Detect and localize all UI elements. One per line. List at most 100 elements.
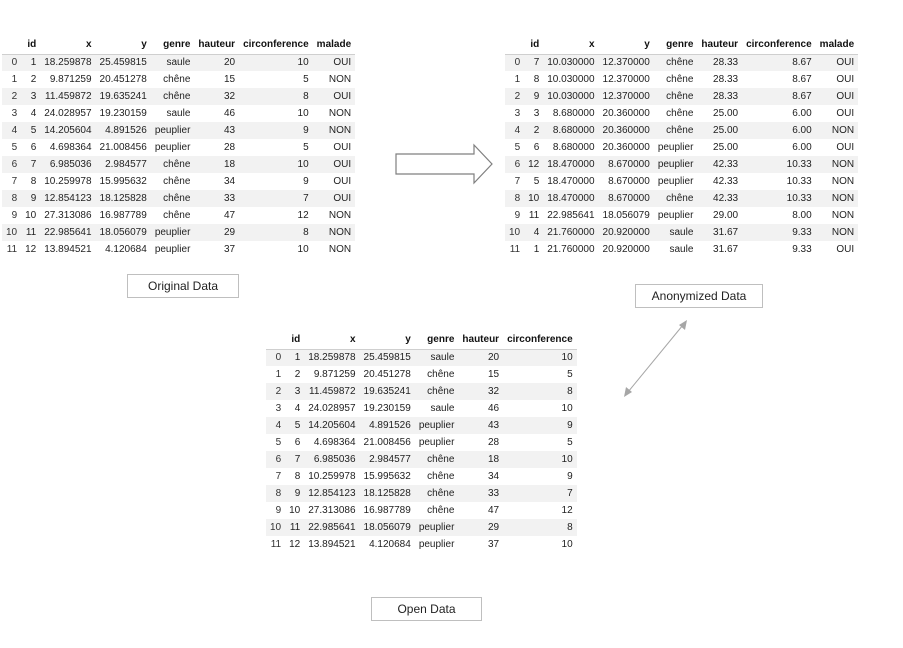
table-cell-malade: NON (815, 190, 859, 207)
table-cell-hauteur: 43 (194, 122, 240, 139)
table-cell-x: 18.470000 (543, 156, 599, 173)
table-row: 1 2 9.871259 20.451278 chêne 15 5 (266, 366, 577, 383)
table-cell-genre: peuplier (154, 141, 191, 153)
table-row: 3 3 8.680000 20.360000 chêne 25.00 6.00 OUI (505, 105, 858, 122)
table-cell-x: 18.259878 (304, 349, 360, 366)
row-index-cell: 5 (275, 436, 282, 448)
table-row: 10 4 21.760000 20.920000 saule 31.67 9.33 NON (505, 224, 859, 241)
table-cell-y: 21.008456 (99, 141, 147, 153)
table-cell-circonference: 9 (303, 175, 309, 187)
table-cell-circonference: 7 (239, 190, 313, 207)
table-cell-y: 25.459815 (95, 54, 151, 71)
table-cell-malade: OUI (836, 73, 855, 85)
table-row: 9 10 27.313086 16.987789 chêne 47 12 (266, 502, 577, 519)
table-cell-id: 12 (289, 538, 301, 550)
row-index-cell: 6 (505, 156, 525, 173)
row-index-cell: 9 (514, 209, 521, 221)
row-index-cell: 10 (266, 519, 286, 536)
column-header-id: id (21, 37, 41, 55)
table-row: 1 8 10.030000 12.370000 chêne 28.33 8.67 OUI (505, 71, 858, 88)
table-cell-genre: chêne (150, 88, 195, 105)
table-cell-id: 9 (524, 88, 544, 105)
table-cell-hauteur: 47 (223, 209, 236, 221)
table-cell-y: 4.120684 (105, 243, 147, 255)
table-cell-x: 10.259978 (44, 175, 92, 187)
column-header-genre: genre (653, 37, 698, 55)
table-cell-hauteur: 47 (487, 504, 500, 516)
table-cell-hauteur: 18 (194, 156, 240, 173)
table-cell-genre: peuplier (653, 156, 698, 173)
table-row: 0 1 18.259878 25.459815 saule 20 10 OUI (2, 54, 356, 71)
table-row: 0 1 18.259878 25.459815 saule 20 10 (266, 349, 577, 366)
table-cell-genre: peuplier (657, 141, 694, 153)
table-cell-id: 1 (21, 54, 41, 71)
table-row: 0 7 10.030000 12.370000 chêne 28.33 8.67 OUI (505, 54, 859, 71)
row-index-cell: 11 (270, 538, 282, 550)
table-row: 6 7 6.985036 2.984577 chêne 18 10 OUI (2, 156, 356, 173)
original-data-header: id x y genre hauteur circonference malade (2, 37, 356, 55)
table-cell-y: 18.125828 (359, 485, 415, 502)
column-header-x: x (543, 37, 599, 55)
original-data-table: id x y genre hauteur circonference malade 0 1 18… (2, 37, 356, 258)
table-cell-x: 27.313086 (44, 209, 92, 221)
table-cell-y: 19.230159 (99, 107, 147, 119)
table-cell-circonference: 5 (567, 436, 573, 448)
table-cell-hauteur: 37 (223, 243, 236, 255)
table-cell-x: 21.760000 (547, 243, 595, 255)
column-header-y: y (359, 332, 415, 350)
table-cell-genre: saule (430, 402, 455, 414)
table-cell-x: 9.871259 (49, 73, 92, 85)
table-cell-malade: NON (831, 175, 855, 187)
table-cell-x: 6.985036 (304, 451, 360, 468)
table-cell-genre: peuplier (418, 436, 455, 448)
table-cell-y: 18.056079 (359, 519, 415, 536)
table-cell-genre: peuplier (414, 519, 459, 536)
table-cell-circonference: 10 (239, 54, 313, 71)
column-header-y: y (95, 37, 151, 55)
table-cell-id: 12 (524, 156, 544, 173)
table-row: 10 11 22.985641 18.056079 peuplier 29 8 (266, 519, 577, 536)
table-cell-malade: NON (312, 224, 356, 241)
row-index-cell: 3 (514, 107, 521, 119)
table-cell-x: 22.985641 (40, 224, 96, 241)
table-row: 5 6 4.698364 21.008456 peuplier 28 5 OUI (2, 139, 355, 156)
table-cell-y: 19.635241 (359, 383, 415, 400)
row-index-cell: 2 (266, 383, 286, 400)
table-row: 2 3 11.459872 19.635241 chêne 32 8 (266, 383, 577, 400)
table-cell-hauteur: 34 (223, 175, 236, 187)
table-cell-malade: NON (815, 156, 859, 173)
column-header-circonference: circonference (503, 332, 577, 350)
table-cell-x: 10.259978 (308, 470, 356, 482)
table-cell-id: 2 (294, 368, 301, 380)
table-cell-hauteur: 46 (487, 402, 500, 414)
table-cell-y: 20.360000 (598, 122, 654, 139)
row-index-cell: 8 (2, 190, 22, 207)
table-cell-circonference: 10.33 (742, 156, 816, 173)
open-data-body: 0 1 18.259878 25.459815 saule 20 10 1 2 9.871259 2… (266, 349, 577, 553)
table-cell-x: 18.259878 (40, 54, 96, 71)
table-cell-y: 4.891526 (95, 122, 151, 139)
table-cell-malade: OUI (815, 88, 859, 105)
table-cell-hauteur: 20 (194, 54, 240, 71)
row-index-cell: 0 (505, 54, 525, 71)
table-cell-id: 4 (30, 107, 37, 119)
table-cell-hauteur: 28.33 (697, 88, 743, 105)
table-cell-hauteur: 42.33 (697, 156, 743, 173)
double-headed-arrow-icon (624, 320, 687, 397)
table-cell-malade: OUI (836, 141, 855, 153)
table-cell-id: 7 (524, 54, 544, 71)
table-cell-malade: OUI (312, 190, 356, 207)
table-cell-y: 16.987789 (363, 504, 411, 516)
row-index-cell: 4 (505, 122, 525, 139)
table-cell-y: 4.120684 (369, 538, 411, 550)
row-index-cell: 2 (2, 88, 22, 105)
table-cell-circonference: 10 (503, 451, 577, 468)
table-row: 7 8 10.259978 15.995632 chêne 34 9 OUI (2, 173, 355, 190)
table-cell-id: 8 (30, 175, 37, 187)
table-cell-x: 8.680000 (552, 107, 595, 119)
table-row: 6 7 6.985036 2.984577 chêne 18 10 (266, 451, 577, 468)
row-index-cell: 5 (11, 141, 18, 153)
table-cell-x: 8.680000 (552, 141, 595, 153)
table-cell-circonference: 6.00 (792, 107, 812, 119)
table-cell-malade: OUI (333, 175, 352, 187)
